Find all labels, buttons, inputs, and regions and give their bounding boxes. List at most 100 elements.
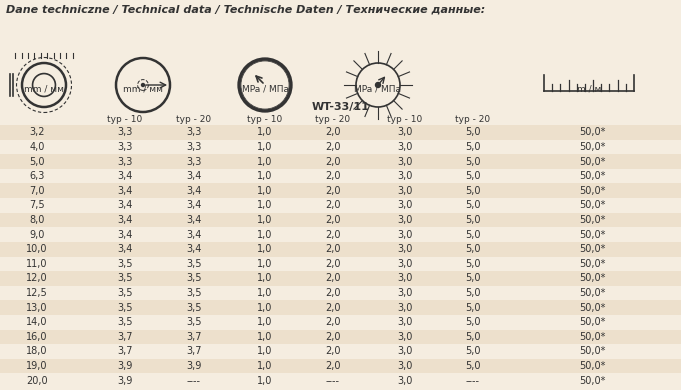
Text: 1,0: 1,0 — [257, 273, 272, 284]
Text: 3,4: 3,4 — [117, 186, 133, 196]
Text: 6,3: 6,3 — [29, 171, 45, 181]
Bar — [0, 315, 681, 330]
Circle shape — [375, 83, 381, 87]
Bar — [0, 140, 681, 154]
Text: 12,5: 12,5 — [26, 288, 48, 298]
Text: 2,0: 2,0 — [326, 288, 340, 298]
Text: 50,0*: 50,0* — [579, 215, 605, 225]
Text: 50,0*: 50,0* — [579, 273, 605, 284]
Text: 5,0: 5,0 — [465, 215, 481, 225]
Text: 5,0: 5,0 — [29, 156, 45, 167]
Text: 3,0: 3,0 — [397, 244, 413, 254]
Text: 3,0: 3,0 — [397, 332, 413, 342]
Text: ----: ---- — [326, 376, 340, 386]
Text: 3,0: 3,0 — [397, 288, 413, 298]
Text: typ - 20: typ - 20 — [176, 115, 212, 124]
Text: 3,0: 3,0 — [397, 361, 413, 371]
Text: 1,0: 1,0 — [257, 186, 272, 196]
Text: 5,0: 5,0 — [465, 288, 481, 298]
Text: 50,0*: 50,0* — [579, 186, 605, 196]
Text: 5,0: 5,0 — [465, 317, 481, 327]
Text: 5,0: 5,0 — [465, 200, 481, 210]
Bar — [0, 125, 681, 140]
Bar — [0, 22, 681, 98]
Text: 3,0: 3,0 — [397, 230, 413, 239]
Text: 2,0: 2,0 — [326, 215, 340, 225]
Text: 5,0: 5,0 — [465, 142, 481, 152]
Text: 50,0*: 50,0* — [579, 200, 605, 210]
Text: 2,0: 2,0 — [326, 346, 340, 356]
Text: 2,0: 2,0 — [326, 303, 340, 313]
Text: 1,0: 1,0 — [257, 332, 272, 342]
Text: MPa / МПа: MPa / МПа — [242, 85, 289, 94]
Text: 5,0: 5,0 — [465, 186, 481, 196]
Text: 3,4: 3,4 — [187, 200, 202, 210]
Text: 50,0*: 50,0* — [579, 171, 605, 181]
Text: 13,0: 13,0 — [27, 303, 48, 313]
Text: 3,0: 3,0 — [397, 142, 413, 152]
Text: 3,0: 3,0 — [397, 127, 413, 137]
Text: 3,3: 3,3 — [117, 142, 133, 152]
Bar — [0, 213, 681, 227]
Text: 5,0: 5,0 — [465, 230, 481, 239]
Text: 3,0: 3,0 — [397, 186, 413, 196]
Text: 2,0: 2,0 — [326, 200, 340, 210]
Text: 3,5: 3,5 — [186, 303, 202, 313]
Text: 1,0: 1,0 — [257, 259, 272, 269]
Text: typ - 10: typ - 10 — [387, 115, 423, 124]
Text: 3,5: 3,5 — [186, 273, 202, 284]
Text: 2,0: 2,0 — [326, 361, 340, 371]
Text: 2,0: 2,0 — [326, 127, 340, 137]
Text: 3,3: 3,3 — [117, 156, 133, 167]
Text: 4,0: 4,0 — [29, 142, 45, 152]
Text: 3,0: 3,0 — [397, 259, 413, 269]
Text: 2,0: 2,0 — [326, 244, 340, 254]
Text: 50,0*: 50,0* — [579, 156, 605, 167]
Text: 5,0: 5,0 — [465, 303, 481, 313]
Text: 2,0: 2,0 — [326, 259, 340, 269]
Text: typ - 20: typ - 20 — [456, 115, 490, 124]
Text: 1,0: 1,0 — [257, 244, 272, 254]
Text: 3,5: 3,5 — [117, 273, 133, 284]
Text: 3,0: 3,0 — [397, 171, 413, 181]
Bar — [0, 373, 681, 388]
Text: 3,7: 3,7 — [186, 332, 202, 342]
Text: 2,0: 2,0 — [326, 230, 340, 239]
Text: 3,4: 3,4 — [117, 215, 133, 225]
Text: 3,4: 3,4 — [117, 230, 133, 239]
Text: 2,0: 2,0 — [326, 171, 340, 181]
Text: 5,0: 5,0 — [465, 127, 481, 137]
Text: 1,0: 1,0 — [257, 230, 272, 239]
Text: 3,5: 3,5 — [117, 288, 133, 298]
Text: 1,0: 1,0 — [257, 215, 272, 225]
Text: 1,0: 1,0 — [257, 142, 272, 152]
Text: 3,0: 3,0 — [397, 200, 413, 210]
Text: 2,0: 2,0 — [326, 186, 340, 196]
Text: typ - 10: typ - 10 — [108, 115, 142, 124]
Text: m / м: m / м — [577, 85, 601, 94]
Text: 3,9: 3,9 — [117, 376, 133, 386]
Text: 50,0*: 50,0* — [579, 361, 605, 371]
Text: ----: ---- — [466, 376, 480, 386]
Text: 14,0: 14,0 — [27, 317, 48, 327]
Bar — [0, 359, 681, 373]
Text: 5,0: 5,0 — [465, 244, 481, 254]
Text: 2,0: 2,0 — [326, 156, 340, 167]
Text: 5,0: 5,0 — [465, 361, 481, 371]
Bar — [0, 286, 681, 300]
Text: 5,0: 5,0 — [465, 156, 481, 167]
Bar — [0, 198, 681, 213]
Text: 18,0: 18,0 — [27, 346, 48, 356]
Bar — [0, 154, 681, 169]
Text: 1,0: 1,0 — [257, 288, 272, 298]
Text: 3,5: 3,5 — [186, 259, 202, 269]
Text: MPa / МПа: MPa / МПа — [355, 85, 402, 94]
Text: 3,4: 3,4 — [187, 230, 202, 239]
Text: mm / мм: mm / мм — [24, 85, 64, 94]
Text: typ - 10: typ - 10 — [247, 115, 283, 124]
Text: 3,0: 3,0 — [397, 317, 413, 327]
Text: 3,3: 3,3 — [187, 127, 202, 137]
Bar — [0, 227, 681, 242]
Text: 16,0: 16,0 — [27, 332, 48, 342]
Text: 3,7: 3,7 — [186, 346, 202, 356]
